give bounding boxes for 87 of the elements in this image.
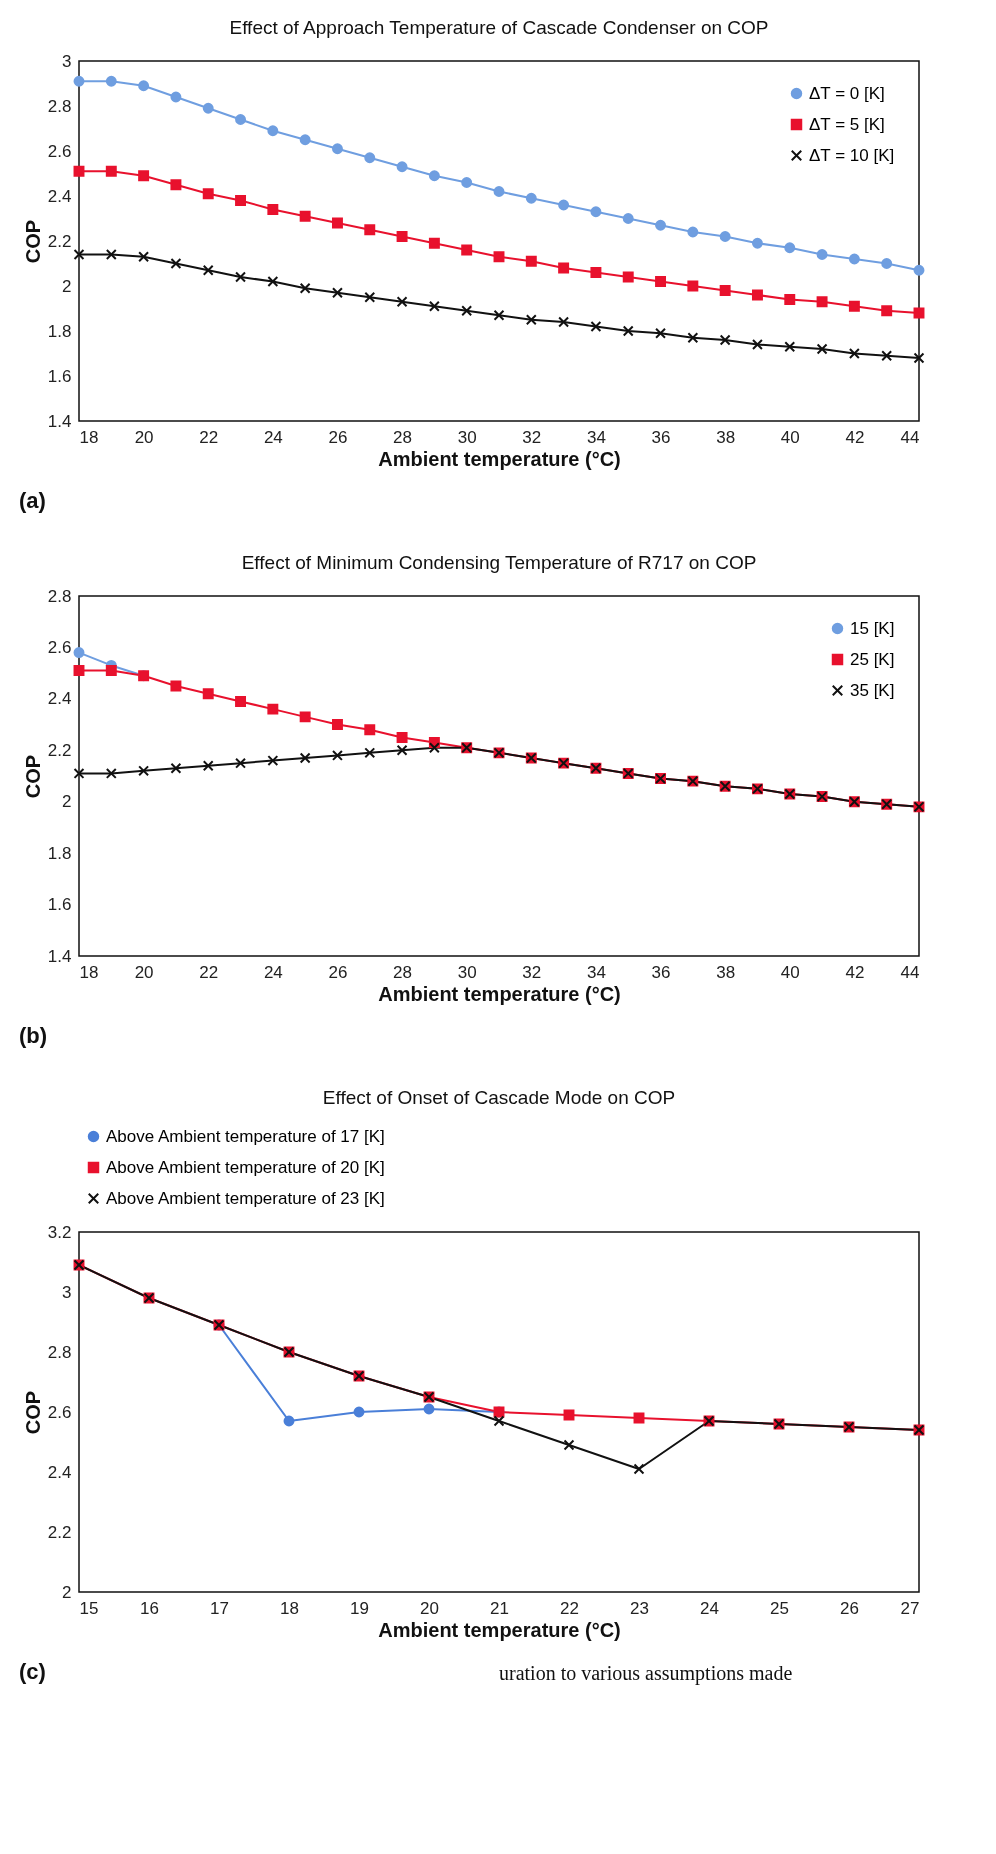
- y-tick-label: 1.8: [47, 843, 72, 863]
- y-tick-label: 3: [62, 51, 72, 71]
- legend-label: 15 [K]: [850, 618, 895, 638]
- x-axis-title: Ambient temperature (°C): [378, 1618, 621, 1641]
- chart-title: Effect of Onset of Cascade Mode on COP: [322, 1087, 676, 1108]
- chart-title: Effect of Approach Temperature of Cascade Condenser on COP: [229, 17, 769, 38]
- legend-label: 35 [K]: [850, 680, 895, 700]
- x-tick-label: 16: [140, 1598, 159, 1618]
- x-tick-label: 32: [522, 427, 542, 447]
- legend-label: ΔT = 10 [K]: [809, 145, 895, 165]
- x-tick-label: 44: [900, 962, 920, 982]
- x-tick-label: 44: [900, 427, 920, 447]
- legend-label: Above Ambient temperature of 20 [K]: [106, 1157, 385, 1177]
- x-tick-label: 27: [900, 1598, 920, 1618]
- y-tick-label: 2: [62, 276, 72, 296]
- y-axis-title: COP: [21, 219, 44, 264]
- legend-label: ΔT = 0 [K]: [809, 83, 885, 103]
- x-tick-label: 42: [845, 427, 865, 447]
- x-tick-label: 18: [79, 962, 99, 982]
- y-tick-label: 2.4: [47, 1462, 72, 1482]
- x-tick-label: 17: [210, 1598, 229, 1618]
- y-tick-label: 2.6: [47, 1402, 72, 1422]
- x-tick-label: 19: [350, 1598, 369, 1618]
- x-tick-label: 40: [780, 962, 800, 982]
- x-axis-title: Ambient temperature (°C): [378, 447, 621, 470]
- y-tick-label: 2.6: [47, 141, 72, 161]
- x-tick-label: 32: [522, 962, 542, 982]
- y-axis-title: COP: [21, 1390, 44, 1435]
- y-tick-label: 2.2: [47, 740, 72, 760]
- text: (b): [19, 1023, 48, 1048]
- x-tick-label: 28: [393, 962, 413, 982]
- legend-label: 25 [K]: [850, 649, 895, 669]
- x-tick-label: 24: [263, 427, 283, 447]
- x-tick-label: 34: [586, 427, 606, 447]
- x-tick-label: 26: [328, 962, 348, 982]
- y-tick-label: 1.4: [47, 946, 72, 966]
- y-tick-label: 2.8: [47, 586, 72, 606]
- y-tick-label: 3: [62, 1282, 72, 1302]
- x-tick-label: 21: [490, 1598, 509, 1618]
- x-tick-label: 34: [586, 962, 606, 982]
- x-tick-label: 40: [780, 427, 800, 447]
- y-tick-label: 2.4: [47, 689, 72, 709]
- x-tick-label: 22: [560, 1598, 579, 1618]
- y-axis-title: COP: [21, 754, 44, 799]
- y-tick-label: 1.6: [47, 895, 72, 915]
- chart-title: Effect of Minimum Condensing Temperature of R717 on COP: [241, 552, 757, 573]
- y-tick-label: 2.2: [47, 1522, 72, 1542]
- y-tick-label: 2: [62, 1582, 72, 1602]
- x-tick-label: 25: [770, 1598, 789, 1618]
- legend-label: Above Ambient temperature of 23 [K]: [106, 1188, 385, 1208]
- x-tick-label: 18: [79, 427, 99, 447]
- legend-label: ΔT = 5 [K]: [809, 114, 885, 134]
- text: (c): [19, 1659, 46, 1684]
- x-tick-label: 20: [134, 962, 154, 982]
- x-tick-label: 20: [420, 1598, 439, 1618]
- x-tick-label: 22: [199, 427, 219, 447]
- legend-label: Above Ambient temperature of 17 [K]: [106, 1126, 385, 1146]
- x-tick-label: 38: [716, 962, 736, 982]
- y-tick-label: 3.2: [47, 1222, 72, 1242]
- x-tick-label: 26: [328, 427, 348, 447]
- text: uration to various assumptions made: [499, 1662, 793, 1685]
- y-tick-label: 2.4: [47, 186, 72, 206]
- y-tick-label: 2: [62, 792, 72, 812]
- x-tick-label: 38: [716, 427, 736, 447]
- y-tick-label: 1.6: [47, 366, 72, 386]
- x-tick-label: 23: [630, 1598, 649, 1618]
- x-tick-label: 18: [280, 1598, 299, 1618]
- x-tick-label: 30: [457, 427, 477, 447]
- y-tick-label: 2.8: [47, 1342, 72, 1362]
- x-tick-label: 20: [134, 427, 154, 447]
- x-tick-label: 30: [457, 962, 477, 982]
- x-tick-label: 42: [845, 962, 865, 982]
- x-tick-label: 22: [199, 962, 219, 982]
- x-tick-label: 24: [700, 1598, 719, 1618]
- x-tick-label: 36: [651, 962, 671, 982]
- x-tick-label: 28: [393, 427, 413, 447]
- x-axis-title: Ambient temperature (°C): [378, 982, 621, 1005]
- text: (a): [19, 488, 46, 513]
- x-tick-label: 26: [840, 1598, 859, 1618]
- x-tick-label: 15: [79, 1598, 99, 1618]
- x-tick-label: 24: [263, 962, 283, 982]
- x-tick-label: 36: [651, 427, 671, 447]
- y-tick-label: 1.4: [47, 411, 72, 431]
- y-tick-label: 2.8: [47, 96, 72, 116]
- y-tick-label: 2.6: [47, 637, 72, 657]
- y-tick-label: 2.2: [47, 231, 72, 251]
- y-tick-label: 1.8: [47, 321, 72, 341]
